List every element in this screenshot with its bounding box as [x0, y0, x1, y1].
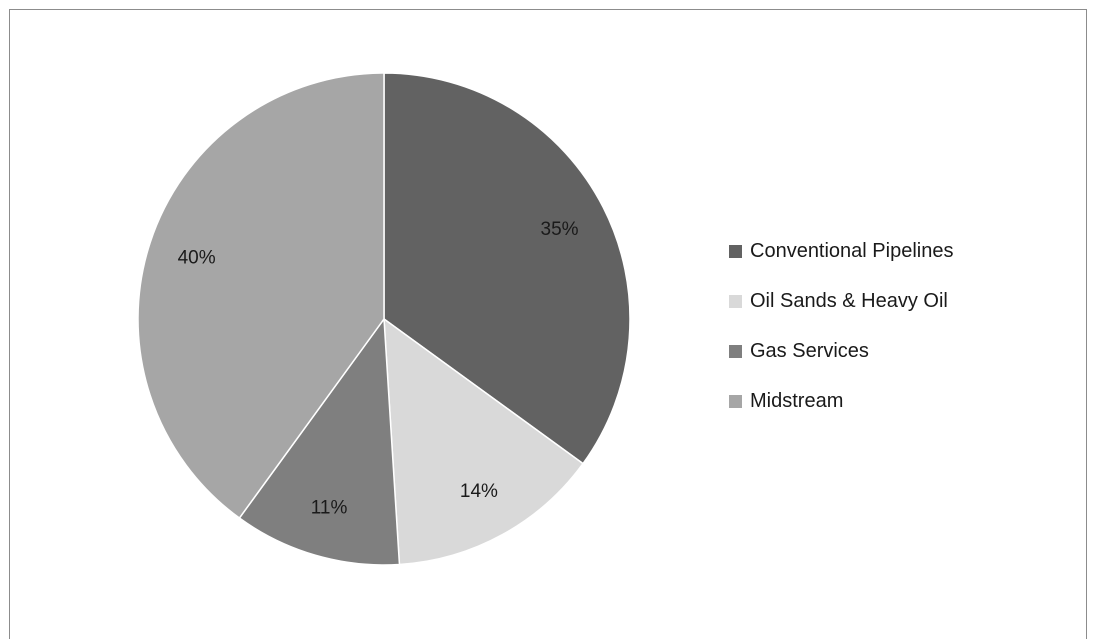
legend-label: Conventional Pipelines	[750, 239, 954, 262]
legend-swatch-icon	[729, 394, 742, 408]
slice-data-label: 35%	[541, 219, 579, 240]
legend-item-midstream: Midstream	[729, 376, 953, 426]
chart-legend: Conventional Pipelines Oil Sands & Heavy…	[729, 226, 953, 426]
pie-slice-gas-services	[238, 318, 401, 566]
slice-data-label: 11%	[311, 498, 348, 519]
legend-swatch-icon	[729, 294, 742, 308]
legend-item-gas-services: Gas Services	[729, 326, 953, 376]
pie-slice-midstream	[137, 72, 385, 519]
legend-item-conventional-pipelines: Conventional Pipelines	[729, 226, 953, 276]
legend-label: Gas Services	[750, 339, 869, 362]
legend-label: Oil Sands & Heavy Oil	[750, 289, 948, 312]
pie-slice-oil-sands-heavy-oil	[383, 318, 584, 566]
legend-swatch-icon	[729, 244, 742, 258]
pie-slice-conventional-pipelines	[383, 72, 631, 465]
legend-label: Midstream	[750, 389, 844, 412]
slice-data-label: 40%	[178, 248, 216, 269]
legend-swatch-icon	[729, 344, 742, 358]
slice-data-label: 14%	[460, 481, 498, 502]
legend-item-oil-sands-heavy-oil: Oil Sands & Heavy Oil	[729, 276, 953, 326]
